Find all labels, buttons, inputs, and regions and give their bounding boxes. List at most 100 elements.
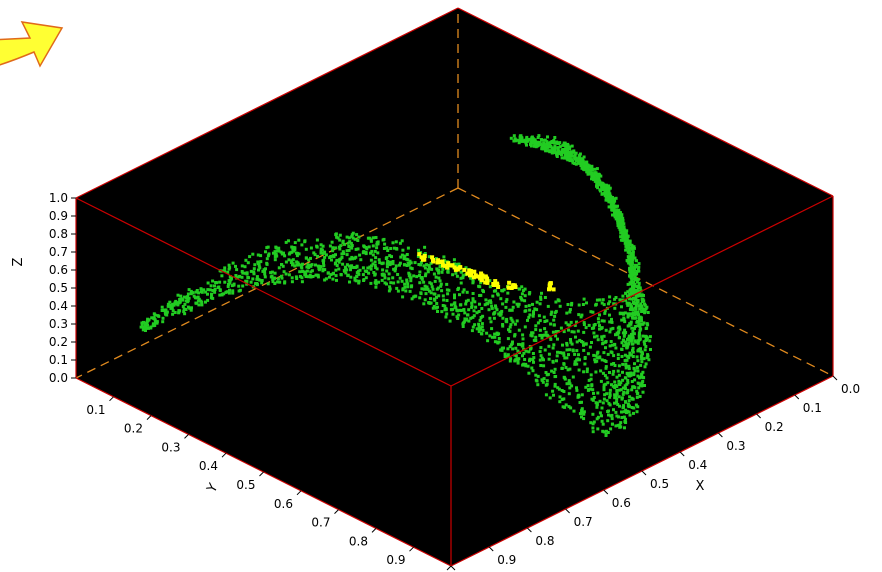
data-point [401,248,405,252]
data-point [645,335,649,339]
data-point [601,371,605,375]
data-point [341,262,345,266]
highlight-point [509,286,514,290]
data-point [604,346,607,350]
data-point [615,397,619,401]
data-point [573,153,577,157]
data-point [546,135,549,139]
data-point [561,405,565,409]
data-point [606,419,610,423]
data-point [385,269,389,273]
data-point [622,316,626,320]
data-point [555,359,558,363]
data-point [561,343,564,347]
data-point [296,261,300,265]
data-point [606,431,610,434]
data-point [311,275,315,278]
data-point [192,294,196,298]
data-point [529,347,532,351]
data-point [495,340,499,344]
data-point [323,255,327,259]
data-point [308,274,312,277]
data-point [534,324,538,328]
data-point [173,311,177,314]
data-point [263,270,267,273]
data-point [435,302,439,305]
data-point [613,393,617,397]
data-point [492,316,496,320]
data-point [587,378,591,382]
data-point [422,287,426,291]
data-point [465,290,469,294]
data-point [590,168,594,172]
data-point [419,291,423,295]
data-point [527,315,531,319]
data-point [582,323,586,326]
data-point [439,282,443,286]
data-point [617,395,621,399]
data-point [464,266,468,270]
data-point [580,415,583,419]
data-point [331,272,335,276]
data-point [611,422,614,426]
data-point [466,313,469,317]
data-point [572,409,576,413]
data-point [499,348,503,352]
data-point [391,262,395,266]
y-tick-label: 0.5 [236,478,255,492]
data-point [639,289,643,293]
data-point [391,241,395,245]
data-point [200,290,204,294]
data-point [629,339,633,343]
highlight-point [495,282,500,287]
data-point [604,328,608,332]
data-point [640,357,644,361]
data-point [592,326,596,330]
data-point [316,264,320,268]
data-point [405,264,409,267]
data-point [155,320,159,324]
data-point [488,334,492,338]
highlight-point [420,257,425,262]
data-point [578,412,582,416]
data-point [513,359,517,363]
data-point [631,355,635,358]
data-point [623,241,627,245]
data-point [510,342,514,346]
data-point [408,289,412,293]
data-point [627,342,631,346]
data-point [532,356,536,360]
data-point [445,312,449,316]
data-point [189,289,193,293]
data-point [515,302,519,306]
data-point [630,332,634,336]
data-point [519,137,523,141]
data-point [517,357,521,361]
data-point [623,320,627,324]
data-point [580,393,584,397]
data-point [574,151,578,155]
data-point [596,179,600,183]
data-point [575,358,579,362]
data-point [548,150,552,154]
data-point [635,355,639,359]
data-point [553,384,557,388]
data-point [520,344,524,348]
data-point [161,316,165,320]
data-point [517,141,521,145]
data-point [556,330,560,333]
y-tick-mark [446,565,452,571]
data-point [494,289,498,293]
data-point [502,288,506,292]
data-point [545,382,549,386]
data-point [401,295,405,299]
data-point [633,289,637,293]
highlight-point [506,285,511,290]
data-point [483,303,487,307]
data-point [602,351,606,355]
z-tick-label: 0.3 [49,317,68,331]
data-point [613,205,616,209]
data-point [508,325,512,329]
data-point [642,357,646,361]
